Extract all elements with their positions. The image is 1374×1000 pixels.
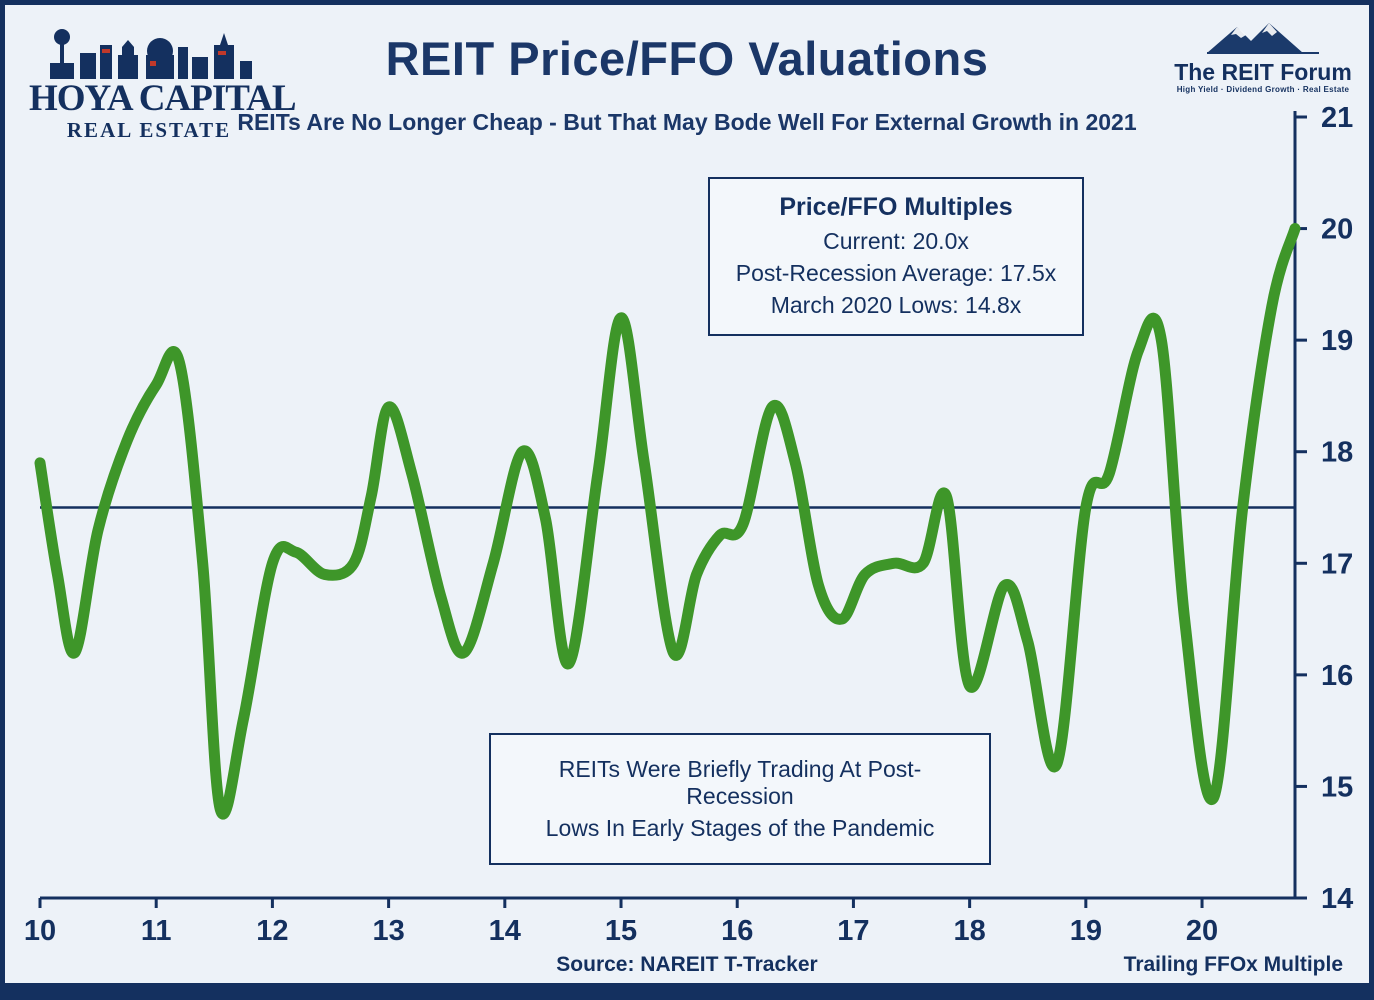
x-tick-label: 10 xyxy=(24,915,56,947)
hoya-real-estate-label: REAL ESTATE xyxy=(66,118,232,143)
y-tick-label: 15 xyxy=(1321,771,1353,803)
bottom-accent-bar xyxy=(5,983,1369,995)
city-skyline-icon xyxy=(50,29,252,79)
multiples-average-line: Post-Recession Average: 17.5x xyxy=(735,260,1057,286)
page-subtitle: REITs Are No Longer Cheap - But That May… xyxy=(237,109,1137,135)
x-tick-label: 20 xyxy=(1186,915,1218,947)
pandemic-annotation-line2: Lows In Early Stages of the Pandemic xyxy=(545,815,935,841)
x-tick-label: 18 xyxy=(953,915,985,947)
x-tick-label: 14 xyxy=(489,915,521,947)
y-tick-label: 21 xyxy=(1321,102,1353,134)
reit-forum-logo: The REIT Forum High Yield · Dividend Gro… xyxy=(1173,21,1353,94)
multiples-lows-line: March 2020 Lows: 14.8x xyxy=(770,292,1022,318)
x-tick-label: 13 xyxy=(372,915,404,947)
ffo-multiple-line xyxy=(34,223,1301,820)
source-label: Source: NAREIT T-Tracker xyxy=(556,953,818,976)
pandemic-annotation-box: REITs Were Briefly Trading At Post-Reces… xyxy=(489,733,991,865)
x-tick-label: 17 xyxy=(837,915,869,947)
x-tick-label: 16 xyxy=(721,915,753,947)
y-tick-label: 14 xyxy=(1321,883,1353,915)
page-title: REIT Price/FFO Valuations xyxy=(385,32,989,85)
x-tick-label: 15 xyxy=(605,915,637,947)
axis-title-label: Trailing FFOx Multiple xyxy=(1123,953,1343,976)
y-tick-label: 18 xyxy=(1321,437,1353,469)
multiples-current-line: Current: 20.0x xyxy=(823,228,969,254)
x-tick-label: 19 xyxy=(1070,915,1102,947)
hoya-capital-logo: HOYA CAPITAL REAL ESTATE xyxy=(29,19,297,143)
multiples-annotation-title: Price/FFO Multiples xyxy=(779,193,1013,221)
multiples-annotation-box: Price/FFO Multiples Current: 20.0x Post-… xyxy=(708,177,1084,336)
y-tick-label: 20 xyxy=(1321,214,1353,246)
reit-forum-tagline: High Yield · Dividend Growth · Real Esta… xyxy=(1176,85,1350,95)
y-tick-label: 17 xyxy=(1321,548,1353,580)
pandemic-annotation-line1: REITs Were Briefly Trading At Post-Reces… xyxy=(558,756,922,809)
x-tick-label: 12 xyxy=(256,915,288,947)
x-tick-label: 11 xyxy=(141,915,172,947)
hoya-capital-wordmark: HOYA CAPITAL xyxy=(29,78,297,119)
reit-forum-wordmark: The REIT Forum xyxy=(1174,59,1352,85)
price-ffo-chart: 10 11 12 13 14 15 16 17 18 19 20 14 15 16 17 18 19 20 21 xyxy=(24,102,1353,947)
y-tick-label: 16 xyxy=(1321,660,1353,692)
mountain-icon xyxy=(1207,23,1319,54)
y-tick-label: 19 xyxy=(1321,325,1353,357)
